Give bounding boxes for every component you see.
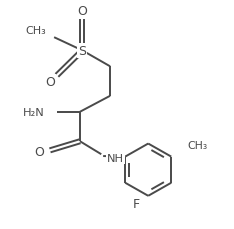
Text: O: O <box>45 75 55 88</box>
Text: O: O <box>77 5 87 18</box>
Text: NH: NH <box>107 154 124 164</box>
Text: O: O <box>35 145 44 158</box>
Text: S: S <box>32 24 40 37</box>
Text: H₂N: H₂N <box>22 107 44 117</box>
Text: S: S <box>78 45 86 58</box>
Text: CH₃: CH₃ <box>187 140 208 150</box>
Text: CH₃: CH₃ <box>26 26 46 36</box>
Text: F: F <box>133 197 140 210</box>
